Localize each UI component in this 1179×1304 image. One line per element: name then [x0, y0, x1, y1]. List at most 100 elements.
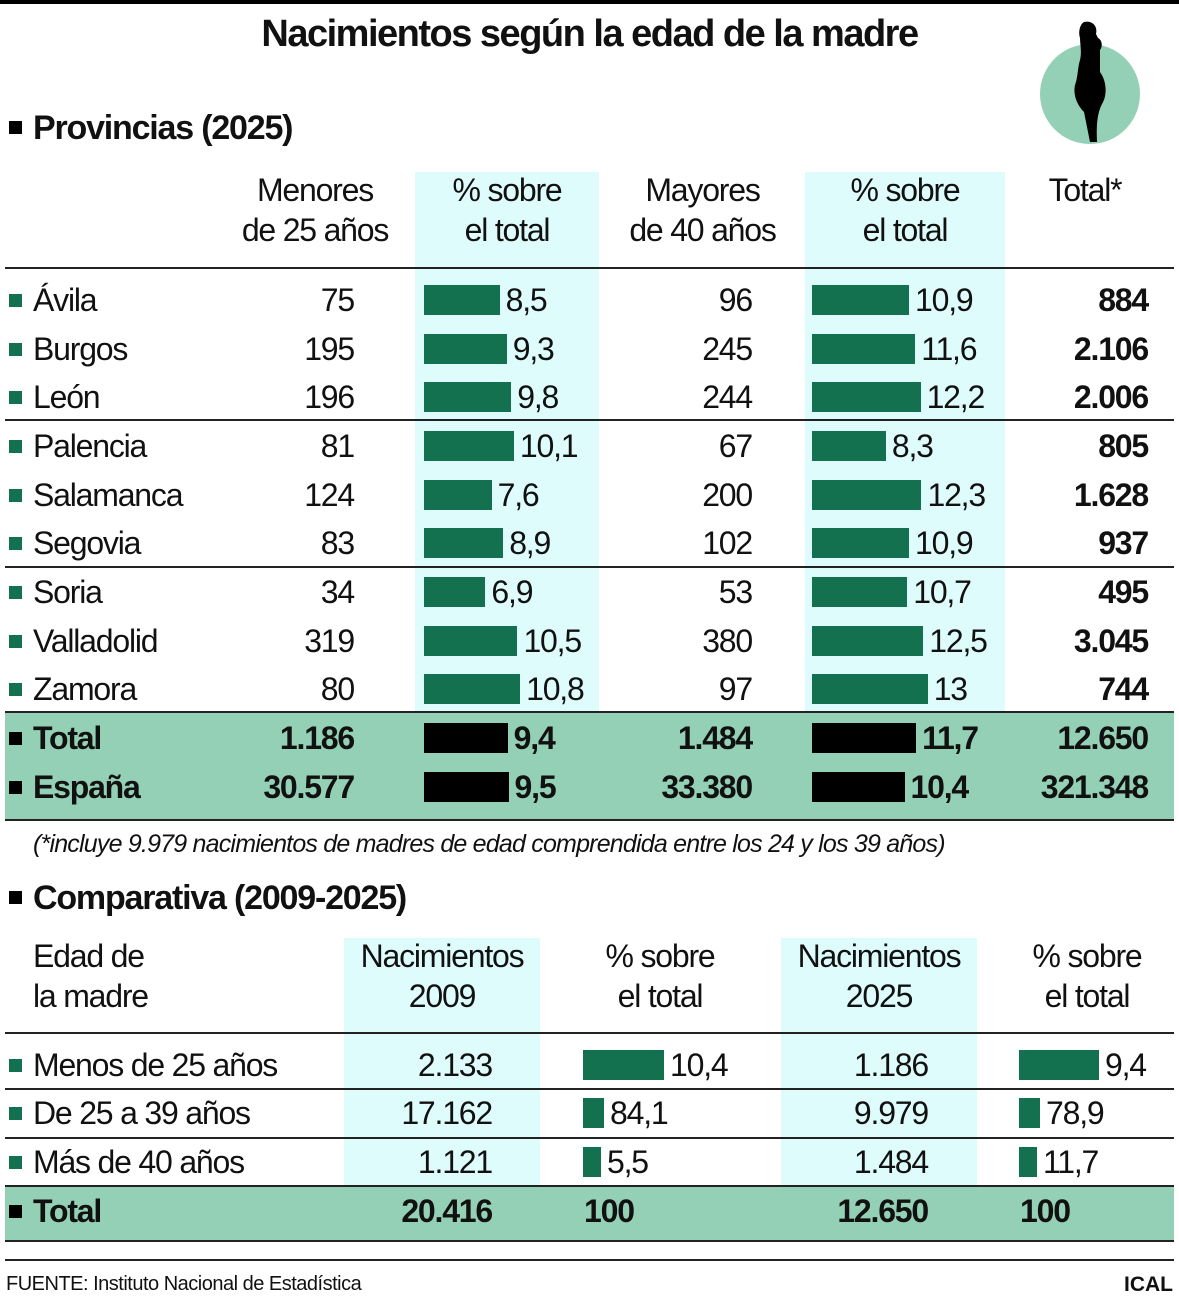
divider — [5, 1185, 1174, 1187]
label-pct-menores: 10,5 — [523, 623, 582, 659]
label-pct-mayores: 12,5 — [929, 623, 988, 659]
value-menores: 319 — [304, 623, 355, 659]
value-pct2009: 100 — [584, 1193, 635, 1229]
row-name: Palencia — [33, 428, 147, 464]
value-n2009: 20.416 — [401, 1193, 493, 1229]
label-pct2009: 84,1 — [610, 1095, 669, 1131]
bar-pct2025 — [1019, 1147, 1037, 1177]
label-pct2025: 9,4 — [1105, 1047, 1147, 1083]
row-name: Segovia — [33, 525, 141, 561]
label-pct-mayores: 12,3 — [927, 477, 986, 513]
row-name: España — [33, 769, 141, 805]
bar-pct-menores — [424, 285, 500, 315]
divider — [5, 1259, 1174, 1261]
bar-pct-mayores — [812, 431, 886, 461]
bar-pct2009 — [583, 1147, 601, 1177]
header-n2025: Nacimientos 2025 — [797, 938, 962, 1014]
row-name: Más de 40 años — [33, 1144, 245, 1180]
value-total: 2.006 — [1073, 379, 1149, 415]
label-pct-mayores: 13 — [933, 671, 968, 707]
bar-pct-mayores — [812, 285, 909, 315]
bar-pct-mayores — [812, 723, 917, 753]
row-bullet-icon — [9, 683, 22, 696]
value-mayores: 97 — [718, 671, 753, 707]
bar-pct-mayores — [812, 674, 928, 704]
row-name: Soria — [33, 574, 103, 610]
value-total: 12.650 — [1057, 720, 1149, 756]
header-pct-menores: % sobre el total — [452, 172, 563, 248]
divider — [5, 819, 1174, 821]
source-text: FUENTE: Instituto Nacional de Estadístic… — [6, 1273, 362, 1295]
divider — [5, 267, 1174, 269]
header-mayores: Mayores de 40 años — [629, 172, 777, 248]
value-mayores: 380 — [702, 623, 753, 659]
value-n2025: 9.979 — [853, 1095, 929, 1131]
value-n2025: 1.484 — [853, 1144, 929, 1180]
row-bullet-icon — [9, 489, 22, 502]
value-n2025: 1.186 — [853, 1047, 929, 1083]
value-mayores: 96 — [718, 282, 753, 318]
section-title-provincias: Provincias (2025) — [33, 109, 294, 147]
label-pct-mayores: 10,4 — [910, 769, 970, 805]
row-bullet-icon — [9, 781, 22, 794]
header-n2009: Nacimientos 2009 — [360, 938, 525, 1014]
row-name: De 25 a 39 años — [33, 1095, 251, 1131]
divider — [5, 1240, 1174, 1242]
value-mayores: 102 — [702, 525, 753, 561]
bar-pct-menores — [424, 626, 518, 656]
row-name: Total — [33, 720, 102, 756]
label-pct2025: 78,9 — [1046, 1095, 1105, 1131]
label-pct-menores: 9,5 — [514, 769, 557, 805]
value-mayores: 53 — [718, 574, 753, 610]
label-pct-mayores: 8,3 — [891, 428, 934, 464]
row-name: Burgos — [33, 331, 128, 367]
value-menores: 83 — [320, 525, 355, 561]
row-bullet-icon — [9, 343, 22, 356]
row-bullet-icon — [9, 440, 22, 453]
row-bullet-icon — [9, 294, 22, 307]
value-menores: 34 — [320, 574, 355, 610]
label-pct-mayores: 11,7 — [922, 720, 979, 756]
row-bullet-icon — [9, 1156, 22, 1169]
value-mayores: 67 — [718, 428, 753, 464]
header-edad: Edad de la madre — [33, 938, 149, 1014]
bar-pct-menores — [424, 431, 514, 461]
header-total: Total* — [1048, 172, 1123, 208]
value-total: 321.348 — [1040, 769, 1149, 805]
label-pct-menores: 9,8 — [517, 379, 559, 415]
comparativa-total-band — [5, 1187, 1174, 1241]
row-name: León — [33, 379, 101, 415]
section-bullet-icon — [9, 121, 22, 134]
bar-pct-menores — [424, 577, 486, 607]
value-pct2025: 100 — [1020, 1193, 1071, 1229]
row-name: Ávila — [33, 282, 98, 318]
label-pct-mayores: 10,9 — [915, 282, 974, 318]
bar-pct-mayores — [812, 528, 909, 558]
label-pct-menores: 9,3 — [512, 331, 555, 367]
divider — [5, 1032, 1174, 1034]
value-total: 495 — [1098, 574, 1149, 610]
bar-pct2025 — [1019, 1098, 1040, 1128]
bar-pct-menores — [424, 528, 504, 558]
value-total: 2.106 — [1073, 331, 1149, 367]
bar-pct-menores — [424, 480, 492, 510]
row-bullet-icon — [9, 586, 22, 599]
section-title-comparativa: Comparativa (2009-2025) — [33, 879, 407, 917]
row-bullet-icon — [9, 732, 22, 745]
divider — [5, 1088, 1174, 1090]
page-title: Nacimientos según la edad de la madre — [261, 13, 919, 55]
label-pct-menores: 10,1 — [519, 428, 579, 464]
value-n2009: 1.121 — [417, 1144, 493, 1180]
value-n2009: 17.162 — [401, 1095, 493, 1131]
bar-pct-mayores — [812, 334, 916, 364]
label-pct-mayores: 10,7 — [913, 574, 972, 610]
label-pct-mayores: 11,6 — [921, 331, 977, 367]
value-mayores: 33.380 — [661, 769, 753, 805]
row-bullet-icon — [9, 391, 22, 404]
header-pct-mayores: % sobre el total — [850, 172, 961, 248]
value-menores: 80 — [320, 671, 355, 707]
bar-pct-mayores — [812, 772, 905, 802]
label-pct2025: 11,7 — [1043, 1144, 1099, 1180]
value-menores: 81 — [320, 428, 355, 464]
value-mayores: 245 — [702, 331, 753, 367]
